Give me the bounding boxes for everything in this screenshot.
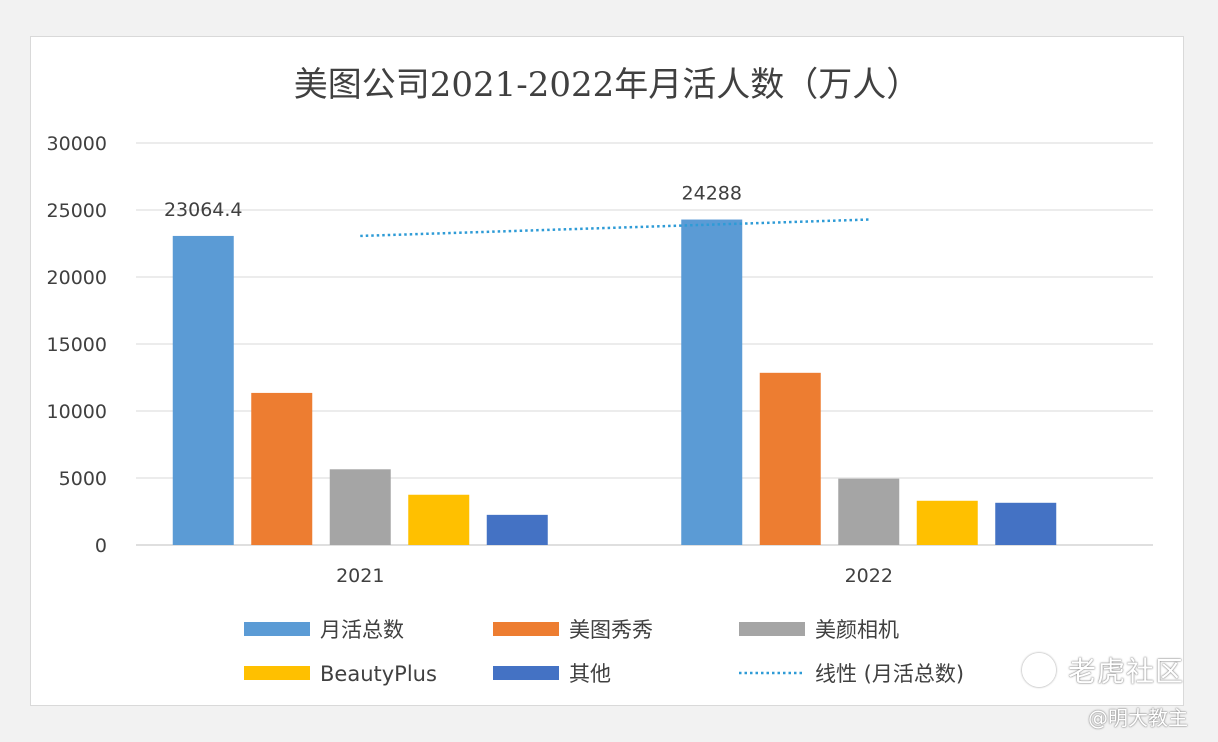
x-category-label: 2021 <box>336 565 384 587</box>
legend-label: BeautyPlus <box>320 662 437 686</box>
chart-frame: 美图公司2021-2022年月活人数（万人） 0 5000 10000 15000 20… <box>30 36 1184 706</box>
data-labels: 23064.4 24288 <box>164 183 742 221</box>
tiger-community-logo-icon <box>1022 653 1056 687</box>
y-axis-ticks: 0 5000 10000 15000 20000 25000 30000 <box>47 133 107 557</box>
legend-swatch <box>244 666 310 680</box>
bar <box>681 219 743 545</box>
data-label: 23064.4 <box>164 199 243 221</box>
bar <box>759 372 821 545</box>
legend-swatch <box>493 622 559 636</box>
bar <box>329 469 391 545</box>
bars <box>172 219 1057 545</box>
data-label: 24288 <box>682 183 742 205</box>
legend-label: 线性 (月活总数) <box>815 662 964 686</box>
bar <box>172 235 234 545</box>
legend-swatch <box>244 622 310 636</box>
trendline-line <box>360 218 869 238</box>
y-tick-label: 25000 <box>47 200 107 222</box>
x-category-label: 2022 <box>845 565 893 587</box>
bar <box>251 392 313 545</box>
y-tick-label: 30000 <box>47 133 107 155</box>
chart-title: 美图公司2021-2022年月活人数（万人） <box>294 65 921 105</box>
y-tick-label: 20000 <box>47 267 107 289</box>
bar <box>486 514 548 545</box>
legend-swatch <box>493 666 559 680</box>
watermark-site: 老虎社区 <box>1022 650 1184 690</box>
watermark-site-text: 老虎社区 <box>1068 655 1185 688</box>
watermark-author: @明大教主 <box>1088 706 1188 730</box>
bar <box>916 500 978 545</box>
y-tick-label: 5000 <box>59 468 107 490</box>
y-tick-label: 10000 <box>47 401 107 423</box>
y-tick-label: 0 <box>95 535 107 557</box>
x-axis-categories: 2021 2022 <box>336 565 893 587</box>
y-tick-label: 15000 <box>47 334 107 356</box>
legend-swatch <box>739 622 805 636</box>
legend-label: 美图秀秀 <box>569 618 653 642</box>
legend: 月活总数 美图秀秀 美颜相机 BeautyPlus 其他 线性 (月活总数) <box>244 618 964 686</box>
legend-label: 月活总数 <box>320 618 404 642</box>
legend-label: 其他 <box>569 662 611 686</box>
legend-label: 美颜相机 <box>815 618 899 642</box>
bar <box>408 494 470 545</box>
bar <box>995 502 1057 545</box>
bar-chart: 美图公司2021-2022年月活人数（万人） 0 5000 10000 15000 20… <box>47 65 1153 686</box>
bar <box>838 478 900 545</box>
trendline <box>360 218 869 238</box>
